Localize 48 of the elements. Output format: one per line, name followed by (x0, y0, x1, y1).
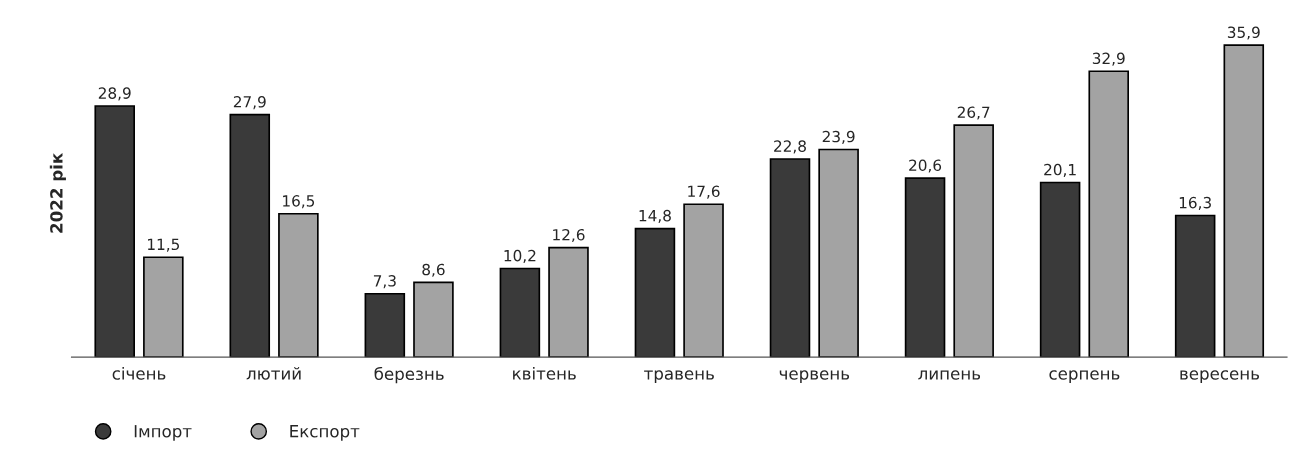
data-label: 28,9 (98, 87, 131, 101)
legend-label: Імпорт (134, 425, 192, 441)
data-label: 32,9 (1092, 52, 1125, 66)
data-label: 27,9 (233, 96, 266, 110)
data-label: 17,6 (688, 185, 720, 199)
bar (413, 281, 454, 358)
x-tick-label: січень (112, 366, 166, 380)
bar (229, 113, 271, 358)
bar (143, 256, 184, 358)
x-tick-label: червень (779, 370, 850, 384)
x-tick-label: липень (918, 370, 981, 380)
bar (769, 158, 811, 358)
bar (1088, 70, 1130, 358)
x-tick-label: серпень (1049, 370, 1120, 384)
bar (364, 292, 406, 358)
bar (818, 148, 859, 358)
bar (499, 267, 541, 358)
data-label: 35,9 (1227, 26, 1260, 40)
bar (278, 212, 319, 358)
data-label: 20,1 (1044, 163, 1076, 177)
bar (1174, 214, 1216, 358)
x-tick-label: лютий (246, 366, 301, 380)
x-tick-label: вересень (1180, 370, 1260, 384)
bar (904, 177, 946, 358)
data-label: 22,8 (774, 140, 806, 154)
data-label: 16,5 (283, 195, 315, 209)
data-label: 11,5 (148, 238, 180, 252)
bar (1223, 44, 1265, 358)
legend-label: Експорт (290, 425, 360, 441)
data-label: 7,3 (373, 275, 396, 289)
data-label: 23,9 (822, 130, 855, 144)
y-axis-title: 2022 рік (49, 153, 66, 233)
x-tick-label: квітень (513, 366, 576, 380)
data-label: 26,7 (957, 106, 990, 120)
data-label: 12,6 (553, 228, 585, 243)
bar (548, 246, 589, 358)
bar (953, 124, 994, 358)
data-label: 16,3 (1179, 196, 1211, 210)
bar (634, 227, 676, 358)
bar (1039, 181, 1081, 358)
data-label: 20,6 (909, 159, 942, 173)
bar (683, 203, 724, 358)
data-label: 14,8 (639, 209, 671, 223)
data-label: 8,6 (422, 263, 445, 277)
x-tick-label: березнь (374, 366, 444, 384)
x-tick-label: травень (644, 370, 714, 384)
data-label: 10,2 (504, 249, 536, 263)
bar (94, 105, 136, 358)
